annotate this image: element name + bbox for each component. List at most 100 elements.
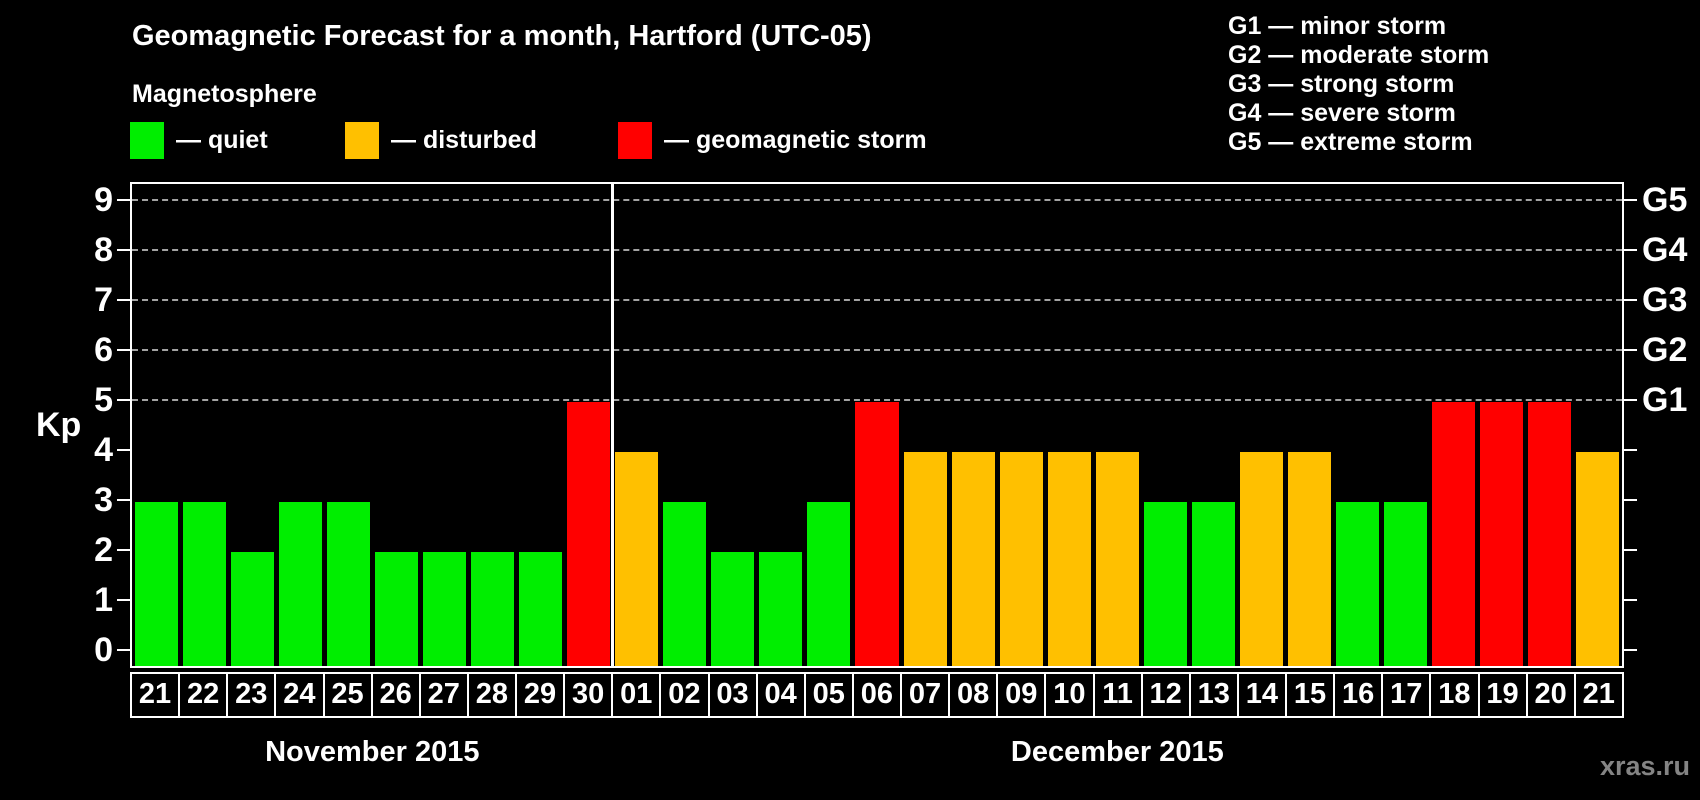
left-tick-kp8: [117, 249, 130, 251]
bar-day-16: [1336, 502, 1380, 666]
date-cell-08: 08: [948, 672, 999, 718]
date-cell-22: 22: [178, 672, 229, 718]
gridline-kp9: [132, 199, 1622, 201]
date-cell-09: 09: [996, 672, 1047, 718]
bar-day-23: [230, 552, 274, 666]
bar-day-01: [615, 452, 659, 666]
bar-day-06: [855, 402, 899, 666]
y-tick-label-6: 6: [94, 331, 113, 369]
bar-day-14: [1239, 452, 1284, 666]
gridline-kp6: [132, 349, 1622, 351]
bar-day-11: [1095, 452, 1139, 666]
g-scale-legend-line: G4 — severe storm: [1228, 99, 1456, 127]
right-axis-label-G5: G5: [1642, 181, 1688, 219]
y-tick-label-2: 2: [94, 531, 113, 569]
y-tick-label-9: 9: [94, 181, 113, 219]
date-cell-06: 06: [851, 672, 902, 718]
left-tick-kp2: [117, 549, 130, 551]
date-cell-01: 01: [611, 672, 662, 718]
bar-day-09: [999, 452, 1043, 666]
right-tick-kp8: [1624, 249, 1637, 251]
right-tick-kp4: [1624, 449, 1637, 451]
left-tick-kp3: [117, 499, 130, 501]
right-tick-kp0: [1624, 649, 1637, 651]
watermark: xras.ru: [1599, 751, 1690, 781]
y-tick-label-5: 5: [94, 381, 113, 419]
plot-inner: [132, 184, 1622, 666]
date-cell-23: 23: [226, 672, 277, 718]
right-axis-label-G4: G4: [1642, 231, 1688, 269]
bar-day-12: [1143, 502, 1187, 666]
bar-day-27: [422, 552, 466, 666]
date-cell-14: 14: [1236, 672, 1287, 718]
month-separator-line: [611, 184, 615, 666]
legend-label-disturbed: — disturbed: [391, 126, 537, 154]
bar-day-17: [1384, 502, 1428, 666]
date-cell-24: 24: [274, 672, 325, 718]
date-cell-17: 17: [1381, 672, 1432, 718]
date-cell-05: 05: [803, 672, 854, 718]
bar-day-25: [326, 502, 370, 666]
right-tick-kp7: [1624, 299, 1637, 301]
left-tick-kp9: [117, 199, 130, 201]
bar-day-21: [134, 502, 178, 666]
date-axis-row: 21 22 23 24 25 26 27 28 29 30 01 02 03 04 05 06 07 08 09 10…: [130, 672, 1624, 718]
bar-day-20: [1528, 402, 1572, 666]
left-tick-kp0: [117, 649, 130, 651]
date-cell-25: 25: [322, 672, 373, 718]
right-tick-kp9: [1624, 199, 1637, 201]
date-cell-13: 13: [1188, 672, 1239, 718]
legend-swatch-storm: [618, 122, 652, 159]
g-scale-legend-line: G3 — strong storm: [1228, 70, 1455, 98]
bar-day-05: [807, 502, 851, 666]
bar-day-28: [470, 552, 514, 666]
bar-day-24: [278, 502, 322, 666]
legend-swatch-quiet: [130, 122, 164, 159]
bar-day-19: [1480, 402, 1524, 666]
date-cell-07: 07: [900, 672, 951, 718]
gridline-kp7: [132, 299, 1622, 301]
legend-label-storm: — geomagnetic storm: [664, 126, 927, 154]
right-tick-kp5: [1624, 399, 1637, 401]
date-cell-11: 11: [1092, 672, 1143, 718]
bar-day-10: [1047, 452, 1091, 666]
gridline-kp8: [132, 249, 1622, 251]
y-axis-title: Kp: [36, 406, 82, 444]
right-axis-label-G3: G3: [1642, 281, 1688, 319]
g-scale-legend-line: G2 — moderate storm: [1228, 41, 1490, 69]
y-tick-label-7: 7: [94, 281, 113, 319]
bar-day-26: [374, 552, 418, 666]
y-tick-label-8: 8: [94, 231, 113, 269]
bar-day-30: [567, 402, 611, 666]
date-cell-30: 30: [563, 672, 614, 718]
date-cell-21: 21: [130, 672, 181, 718]
right-tick-kp3: [1624, 499, 1637, 501]
date-cell-29: 29: [515, 672, 566, 718]
date-cell-16: 16: [1333, 672, 1384, 718]
bar-day-04: [759, 552, 803, 666]
date-cell-19: 19: [1477, 672, 1528, 718]
date-cell-02: 02: [659, 672, 710, 718]
g-scale-legend-line: G5 — extreme storm: [1228, 128, 1473, 156]
y-tick-label-4: 4: [94, 431, 113, 469]
date-cell-20: 20: [1525, 672, 1576, 718]
bar-day-07: [903, 452, 947, 666]
left-tick-kp6: [117, 349, 130, 351]
bar-day-08: [951, 452, 995, 666]
right-tick-kp6: [1624, 349, 1637, 351]
left-tick-kp7: [117, 299, 130, 301]
date-cell-03: 03: [707, 672, 758, 718]
bar-day-18: [1432, 402, 1476, 666]
plot-area: [130, 182, 1624, 668]
y-tick-label-3: 3: [94, 481, 113, 519]
bar-day-22: [182, 502, 226, 666]
legend-label-quiet: — quiet: [176, 126, 268, 154]
date-cell-18: 18: [1429, 672, 1480, 718]
date-cell-21: 21: [1573, 672, 1624, 718]
y-tick-label-0: 0: [94, 631, 113, 669]
y-tick-label-1: 1: [94, 581, 113, 619]
date-cell-10: 10: [1044, 672, 1095, 718]
bar-day-15: [1288, 452, 1332, 666]
date-cell-26: 26: [370, 672, 421, 718]
date-cell-12: 12: [1140, 672, 1191, 718]
